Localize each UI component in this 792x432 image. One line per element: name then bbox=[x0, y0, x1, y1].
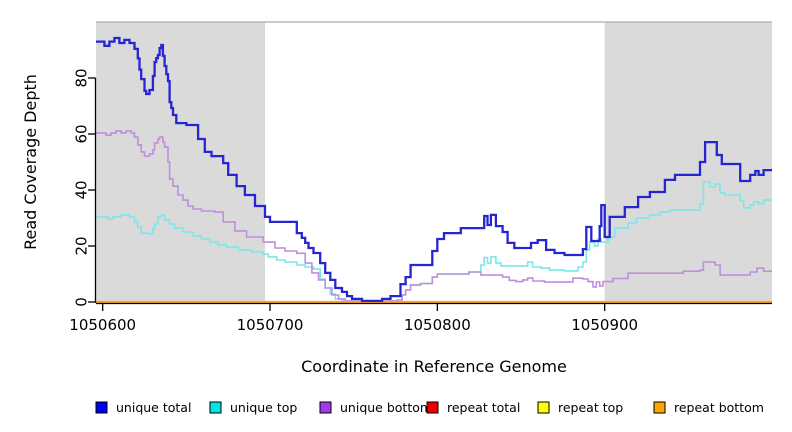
x-tick-label: 1050900 bbox=[571, 316, 638, 334]
right-repeat-region-shade bbox=[604, 22, 772, 302]
x-axis-title: Coordinate in Reference Genome bbox=[301, 357, 567, 376]
x-tick-label: 1050600 bbox=[69, 316, 136, 334]
y-tick-label: 80 bbox=[73, 68, 91, 87]
x-tick-label: 1050800 bbox=[404, 316, 471, 334]
x-tick-label: 1050700 bbox=[237, 316, 304, 334]
legend-swatch-unique-bottom bbox=[319, 401, 332, 414]
legend-label-repeat-top: repeat top bbox=[558, 400, 623, 415]
repeat-region-shading bbox=[96, 21, 772, 302]
legend-label-unique-total: unique total bbox=[116, 400, 191, 415]
y-tick-label: 60 bbox=[73, 124, 91, 143]
legend-label-repeat-bottom: repeat bottom bbox=[674, 400, 764, 415]
legend: unique total unique top unique bottom repea… bbox=[95, 400, 764, 415]
series-line-unique-bottom bbox=[96, 130, 772, 302]
left-repeat-region-shade bbox=[96, 22, 265, 302]
legend-label-unique-top: unique top bbox=[230, 400, 297, 415]
y-tick-label: 0 bbox=[73, 297, 91, 307]
legend-swatch-unique-total bbox=[95, 401, 108, 414]
series-line-unique-total bbox=[96, 36, 772, 303]
legend-swatch-repeat-bottom bbox=[653, 401, 666, 414]
legend-swatch-repeat-total bbox=[426, 401, 439, 414]
axes: 0 20 40 60 80 1050600 1050700 1050800 1050900 bbox=[69, 68, 772, 334]
y-tick-label: 40 bbox=[73, 180, 91, 199]
legend-label-unique-bottom: unique bottom bbox=[340, 400, 432, 415]
series-lines bbox=[96, 36, 772, 304]
y-tick-label: 20 bbox=[73, 236, 91, 255]
legend-swatch-unique-top bbox=[209, 401, 222, 414]
legend-swatch-repeat-top bbox=[537, 401, 550, 414]
legend-label-repeat-total: repeat total bbox=[447, 400, 520, 415]
y-axis-title: Read Coverage Depth bbox=[21, 74, 40, 250]
